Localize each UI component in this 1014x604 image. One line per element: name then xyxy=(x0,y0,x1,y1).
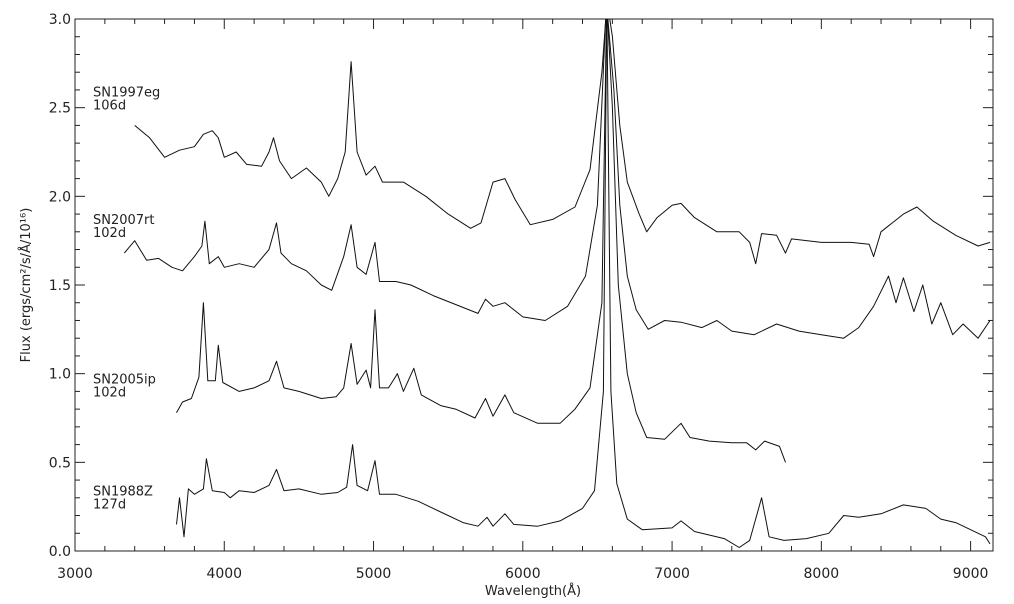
series-name-label: SN2007rt xyxy=(93,213,155,228)
x-tick-label: 6000 xyxy=(505,566,541,582)
y-tick-label: 0.0 xyxy=(49,544,71,560)
x-tick-label: 4000 xyxy=(206,566,242,582)
y-axis-label: Flux (ergs/cm²/s/Å/10¹⁶) xyxy=(18,208,34,363)
plot-frame xyxy=(74,18,994,552)
series-name-label: SN2005ip xyxy=(93,373,156,388)
x-tick-label: 5000 xyxy=(356,566,392,582)
y-axis: 0.0 0.5 1.0 1.5 2.0 2.5 3.0 xyxy=(49,12,993,560)
y-tick-label: 0.5 xyxy=(49,455,71,471)
series-line xyxy=(123,19,991,339)
series-line xyxy=(134,19,991,265)
x-tick-label: 9000 xyxy=(953,566,989,582)
y-tick-label: 3.0 xyxy=(49,12,71,28)
x-axis-label: Wavelength(Å) xyxy=(485,583,581,599)
x-tick-label: 7000 xyxy=(654,566,690,582)
x-tick-label: 3000 xyxy=(57,566,93,582)
y-tick-label: 1.5 xyxy=(49,278,71,294)
y-tick-label: 1.0 xyxy=(49,367,71,383)
series-epoch-label: 127d xyxy=(93,497,126,512)
x-tick-label: 8000 xyxy=(804,566,840,582)
y-tick-label: 2.5 xyxy=(49,101,71,117)
series-layer: SN1997eg106dSN2007rt102dSN2005ip102dSN19… xyxy=(93,19,991,548)
series-line xyxy=(176,19,786,463)
series-epoch-label: 102d xyxy=(93,386,126,401)
series-line xyxy=(176,19,991,548)
x-axis: 3000 4000 5000 6000 7000 8000 9000 xyxy=(57,19,988,582)
y-tick-label: 2.0 xyxy=(49,189,71,205)
series-name-label: SN1988Z xyxy=(93,484,153,499)
series-epoch-label: 102d xyxy=(93,226,126,241)
series-name-label: SN1997eg xyxy=(93,85,160,100)
series-epoch-label: 106d xyxy=(93,98,126,113)
